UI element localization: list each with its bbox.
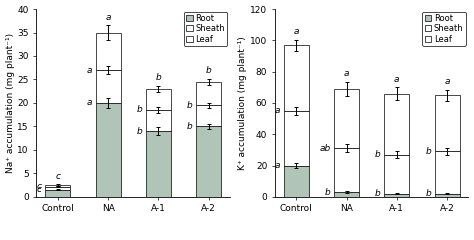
Bar [96, 103, 121, 197]
Bar [334, 89, 359, 148]
Text: a: a [444, 77, 450, 86]
Bar [196, 105, 221, 126]
Legend: Root, Sheath, Leaf: Root, Sheath, Leaf [183, 12, 228, 46]
Bar [435, 151, 460, 194]
Bar [334, 148, 359, 192]
Bar [334, 192, 359, 197]
Text: b: b [375, 189, 381, 198]
Text: a: a [344, 69, 349, 78]
Bar [196, 82, 221, 105]
Text: b: b [375, 150, 381, 159]
Text: a: a [275, 161, 280, 170]
Text: a: a [87, 66, 92, 75]
Text: b: b [425, 147, 431, 156]
Bar [146, 131, 171, 197]
Text: b: b [137, 126, 142, 136]
Bar [96, 70, 121, 103]
Legend: Root, Sheath, Leaf: Root, Sheath, Leaf [422, 12, 466, 46]
Text: a: a [275, 106, 280, 115]
Bar [146, 89, 171, 110]
Bar [384, 194, 410, 197]
Text: b: b [425, 189, 431, 198]
Text: a: a [394, 75, 400, 84]
Bar [196, 126, 221, 197]
Bar [284, 111, 309, 166]
Text: c: c [37, 182, 42, 192]
Text: a: a [293, 27, 299, 36]
Bar [46, 187, 71, 190]
Bar [435, 194, 460, 197]
Bar [384, 155, 410, 194]
Bar [384, 94, 410, 155]
Text: a: a [87, 98, 92, 108]
Text: b: b [155, 73, 161, 82]
Text: c: c [37, 185, 42, 194]
Text: b: b [137, 105, 142, 114]
Text: b: b [206, 66, 211, 75]
Text: a: a [105, 13, 111, 22]
Text: b: b [187, 101, 192, 110]
Text: ab: ab [319, 144, 330, 153]
Bar [435, 95, 460, 151]
Y-axis label: K⁺ accumulation (mg plant⁻¹): K⁺ accumulation (mg plant⁻¹) [238, 36, 247, 170]
Bar [46, 190, 71, 197]
Bar [96, 33, 121, 70]
Text: b: b [187, 122, 192, 131]
Bar [146, 110, 171, 131]
Bar [284, 45, 309, 111]
Text: b: b [325, 188, 330, 197]
Y-axis label: Na⁺ accumulation (mg plant⁻¹): Na⁺ accumulation (mg plant⁻¹) [6, 33, 15, 173]
Text: c: c [55, 172, 60, 181]
Bar [284, 166, 309, 197]
Bar [46, 185, 71, 187]
